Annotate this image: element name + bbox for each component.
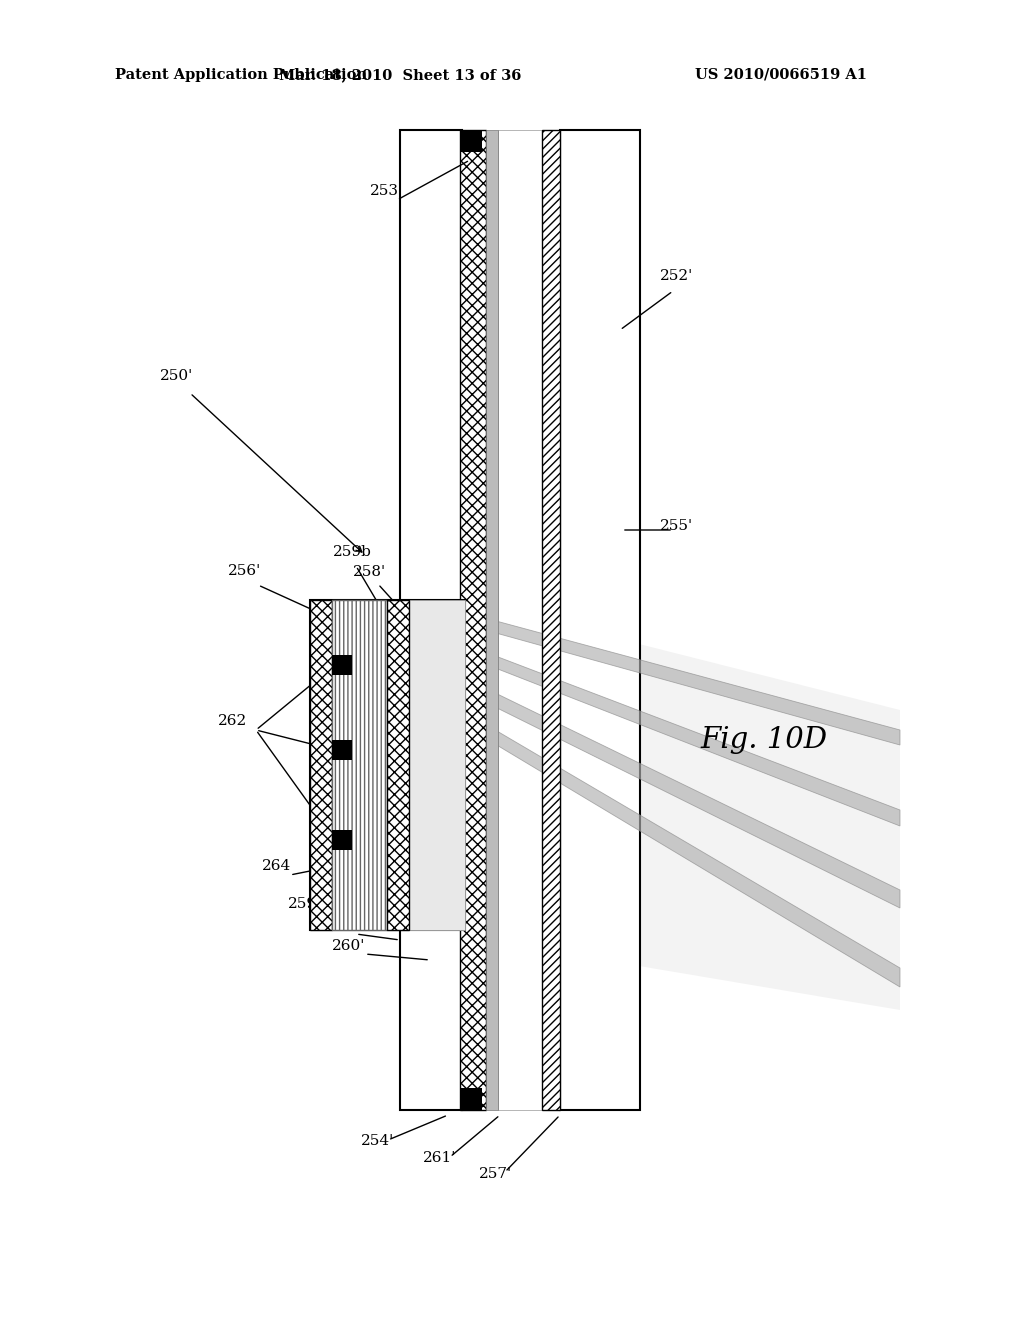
- Text: 250': 250': [160, 370, 194, 383]
- Bar: [400, 129, 462, 1110]
- Bar: [542, 129, 560, 1110]
- Text: 264: 264: [262, 859, 291, 873]
- Text: 259b: 259b: [333, 545, 372, 558]
- Bar: [498, 129, 542, 1110]
- Text: 260': 260': [332, 939, 366, 953]
- Bar: [332, 601, 387, 931]
- Bar: [460, 1088, 482, 1110]
- Bar: [560, 129, 640, 1110]
- Text: 253': 253': [370, 183, 403, 198]
- Bar: [409, 601, 465, 931]
- Text: 258': 258': [353, 565, 386, 579]
- Bar: [332, 655, 352, 675]
- Bar: [387, 601, 409, 931]
- Text: Mar. 18, 2010  Sheet 13 of 36: Mar. 18, 2010 Sheet 13 of 36: [279, 69, 521, 82]
- Text: 262: 262: [218, 714, 247, 729]
- Bar: [332, 741, 352, 760]
- Polygon shape: [485, 618, 900, 744]
- Text: 261': 261': [423, 1151, 457, 1166]
- Bar: [310, 601, 332, 931]
- Polygon shape: [485, 688, 900, 908]
- Text: Patent Application Publication: Patent Application Publication: [115, 69, 367, 82]
- Text: 252': 252': [660, 269, 693, 282]
- Text: 254': 254': [361, 1134, 394, 1148]
- Bar: [460, 129, 482, 152]
- Text: 259a: 259a: [288, 898, 326, 911]
- Text: US 2010/0066519 A1: US 2010/0066519 A1: [695, 69, 867, 82]
- Text: 257': 257': [478, 1167, 512, 1181]
- Text: 255': 255': [660, 519, 693, 533]
- Text: 256': 256': [228, 564, 261, 578]
- Text: Fig. 10D: Fig. 10D: [700, 726, 827, 754]
- Bar: [486, 129, 498, 1110]
- Bar: [460, 129, 486, 1110]
- Bar: [332, 830, 352, 850]
- Bar: [310, 601, 465, 931]
- Polygon shape: [485, 605, 900, 1010]
- Polygon shape: [485, 652, 900, 826]
- Polygon shape: [485, 723, 900, 987]
- Text: 259: 259: [330, 919, 359, 933]
